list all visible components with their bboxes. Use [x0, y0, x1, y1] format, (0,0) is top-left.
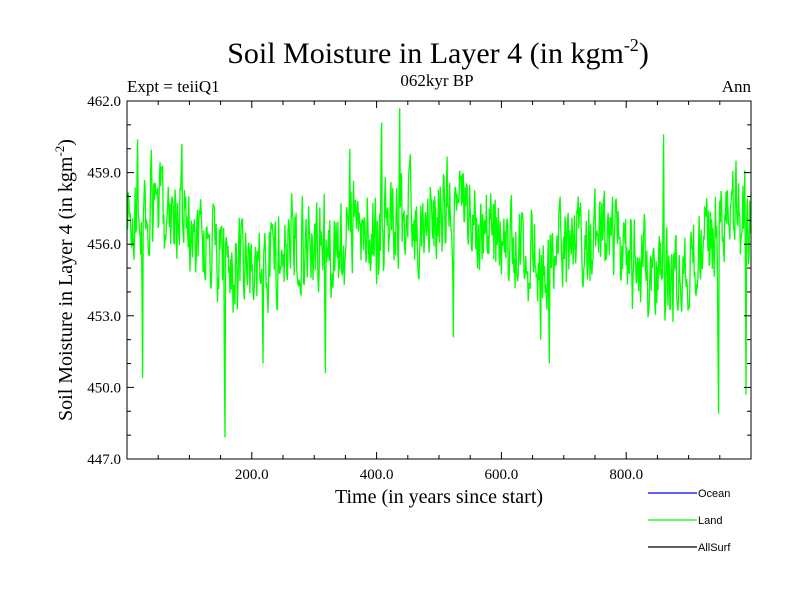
x-axis: 200.0 400.0 600.0 800.0	[157, 101, 721, 483]
plot-area	[126, 100, 752, 460]
x-tick-label: 200.0	[235, 467, 269, 483]
period-label: Ann	[722, 77, 752, 96]
x-axis-label: Time (in years since start)	[335, 486, 543, 508]
chart-subtitle: 062kyr BP	[400, 71, 473, 90]
y-tick-label: 459.0	[87, 166, 121, 182]
y-tick-label: 450.0	[87, 380, 121, 396]
chart-title: Soil Moisture in Layer 4 (in kgm-2)	[227, 35, 649, 70]
y-tick-label: 462.0	[87, 94, 121, 110]
series-line-land	[126, 108, 752, 438]
x-tick-label: 400.0	[360, 467, 394, 483]
x-tick-label: 800.0	[609, 467, 643, 483]
y-tick-label: 447.0	[87, 452, 121, 468]
y-axis: 447.0 450.0 453.0 456.0 459.0 462.0	[87, 94, 751, 468]
legend-label-land: Land	[698, 515, 722, 527]
x-tick-label: 600.0	[485, 467, 519, 483]
legend: Ocean Land AllSurf	[648, 488, 731, 554]
experiment-label: Expt = teiiQ1	[127, 77, 220, 96]
y-tick-label: 453.0	[87, 309, 121, 325]
y-axis-label: Soil Moisture in Layer 4 (in kgm-2)	[52, 139, 77, 421]
legend-label-allsurf: AllSurf	[698, 542, 731, 554]
y-tick-label: 456.0	[87, 237, 121, 253]
legend-label-ocean: Ocean	[698, 488, 730, 500]
